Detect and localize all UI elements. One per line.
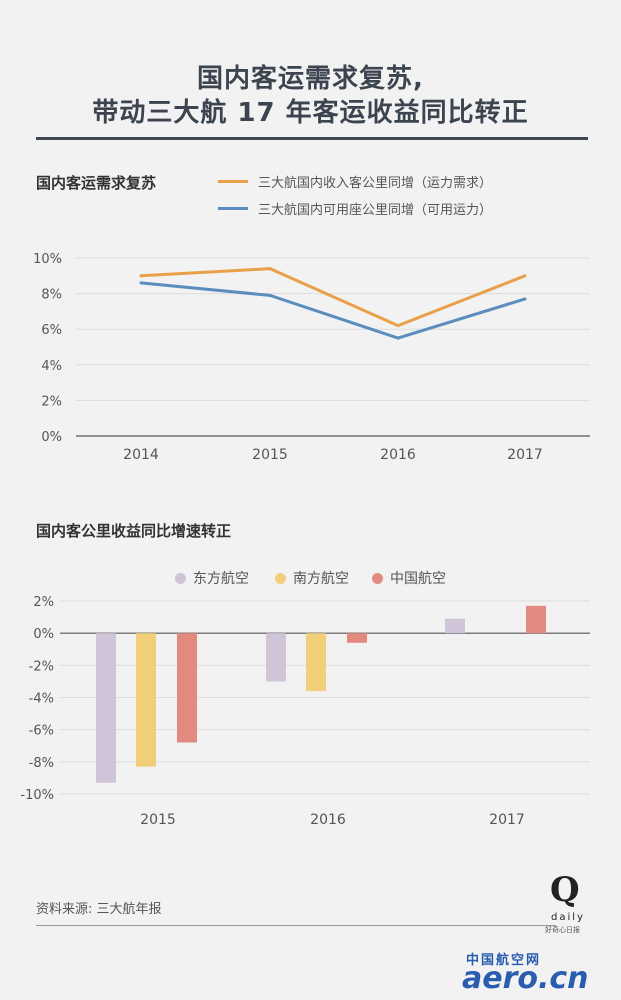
qdaily-wordmark: daily — [551, 912, 585, 923]
legend-item-air-china: 中国航空 — [372, 568, 446, 588]
data-point — [523, 274, 527, 278]
y-tick-label: -4% — [29, 692, 54, 707]
y-tick-label: -8% — [29, 756, 54, 771]
bar-china-eastern — [445, 618, 465, 634]
data-point — [396, 336, 400, 340]
title-line-2: 带动三大航 17 年客运收益同比转正 — [92, 98, 529, 128]
data-point — [396, 324, 400, 328]
watermark-cn: 中国航空网 — [466, 953, 542, 968]
legend-item-seat-km: 三大航国内可用座公里同增（可用运力） — [218, 199, 492, 218]
legend-swatch-yellow — [275, 572, 286, 584]
data-point — [268, 293, 272, 297]
bar-air-china — [347, 633, 367, 643]
qdaily-subtitle: 好奇心日报 — [545, 926, 580, 934]
legend-swatch-red — [372, 572, 383, 584]
legend-swatch-lilac — [175, 572, 186, 584]
series-line-revenue-km — [140, 267, 526, 328]
bar-china-eastern — [266, 633, 286, 682]
y-tick-label: 2% — [41, 394, 62, 409]
x-tick-label: 2015 — [252, 447, 288, 463]
x-tick-label: 2015 — [140, 812, 176, 828]
x-tick-label: 2017 — [507, 447, 543, 463]
x-tick-label: 2016 — [310, 812, 346, 828]
title-line-1: 国内客运需求复苏, — [197, 64, 424, 94]
legend-label: 中国航空 — [390, 571, 446, 587]
bar-chart-title: 国内客公里收益同比增速转正 — [36, 522, 232, 540]
series-line-seat-km — [140, 281, 526, 340]
y-tick-label: 4% — [41, 359, 62, 374]
y-tick-label: -2% — [29, 659, 54, 674]
data-point — [139, 281, 143, 285]
legend-swatch-blue-line — [218, 207, 248, 210]
legend-label: 三大航国内收入客公里同增（运力需求） — [258, 176, 493, 191]
legend-label: 三大航国内可用座公里同增（可用运力） — [258, 203, 493, 218]
title-divider — [36, 137, 588, 140]
y-tick-label: 6% — [41, 323, 62, 338]
y-tick-label: 0% — [41, 430, 62, 445]
footer-divider — [36, 925, 556, 926]
legend-item-china-southern: 南方航空 — [275, 568, 349, 588]
legend-item-revenue-km: 三大航国内收入客公里同增（运力需求） — [218, 172, 492, 191]
legend-swatch-orange-line — [218, 180, 248, 183]
bar-china-southern — [136, 633, 156, 767]
bar-china-eastern — [96, 633, 116, 783]
data-point — [268, 267, 272, 271]
y-tick-label: 2% — [33, 595, 54, 610]
bar-china-southern — [306, 633, 326, 692]
data-point — [523, 297, 527, 301]
data-point — [139, 274, 143, 278]
y-tick-label: 10% — [33, 252, 62, 267]
legend-label: 东方航空 — [193, 571, 249, 587]
y-tick-label: 8% — [41, 288, 62, 303]
y-tick-label: -6% — [29, 724, 54, 739]
y-tick-label: 0% — [33, 627, 54, 642]
line-chart-title: 国内客运需求复苏 — [36, 174, 157, 192]
legend-item-china-eastern: 东方航空 — [175, 568, 249, 588]
bar-air-china — [177, 633, 197, 743]
x-tick-label: 2017 — [489, 812, 525, 828]
qdaily-logo: Q — [550, 870, 580, 910]
x-tick-label: 2016 — [380, 447, 416, 463]
watermark-en: aero.cn — [462, 961, 589, 996]
legend-label: 南方航空 — [293, 571, 349, 587]
bar-air-china — [526, 605, 546, 634]
source-note: 资料来源: 三大航年报 — [36, 902, 162, 917]
y-tick-label: -10% — [20, 788, 54, 803]
x-tick-label: 2014 — [123, 447, 159, 463]
